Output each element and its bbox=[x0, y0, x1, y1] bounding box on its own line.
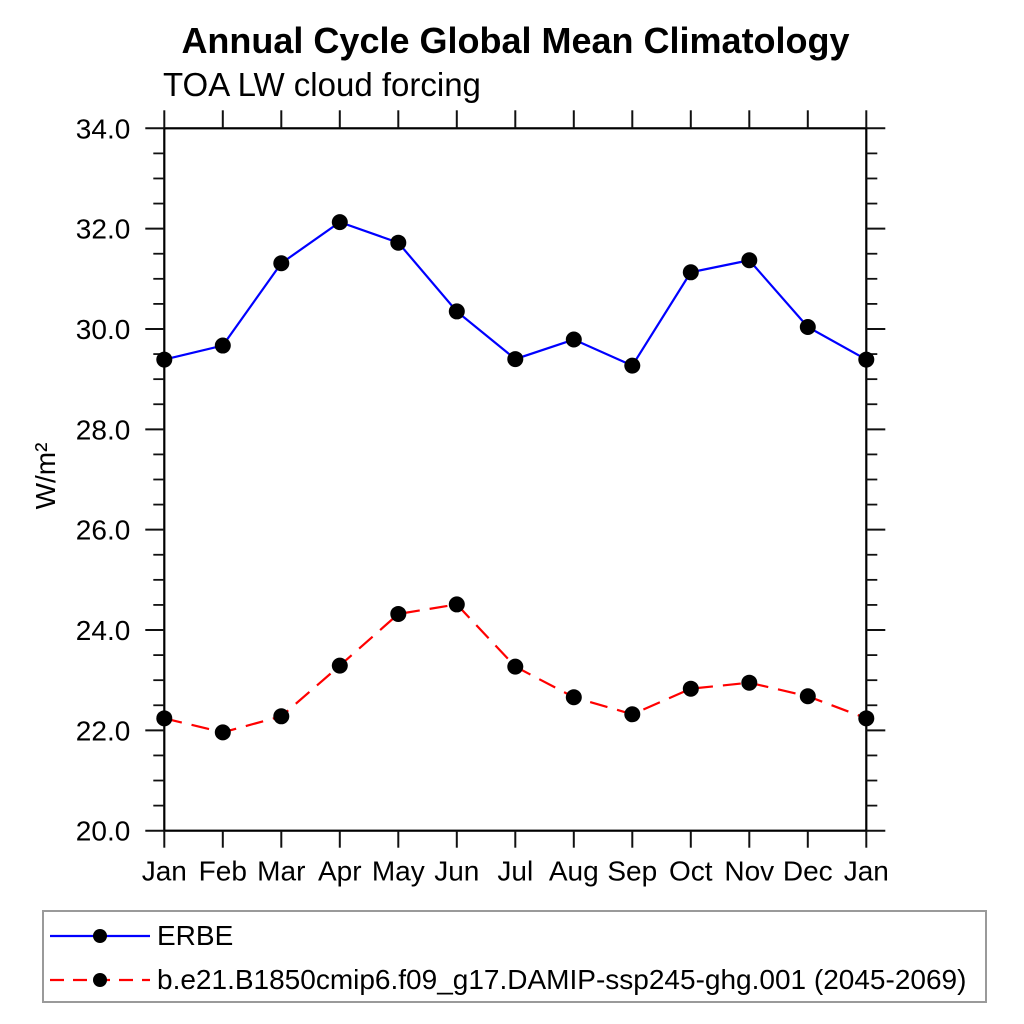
x-tick-label: Oct bbox=[669, 856, 713, 887]
data-point-marker bbox=[156, 351, 173, 368]
data-point-marker bbox=[799, 318, 816, 335]
x-tick-label: May bbox=[372, 856, 425, 887]
data-point-marker bbox=[273, 255, 290, 272]
data-point-marker bbox=[624, 706, 641, 723]
data-point-marker bbox=[214, 724, 231, 741]
x-tick-label: Apr bbox=[318, 856, 362, 887]
x-tick-label: Jan bbox=[844, 856, 889, 887]
chart-subtitle: TOA LW cloud forcing bbox=[163, 66, 481, 103]
data-point-marker bbox=[273, 708, 290, 725]
y-tick-label: 32.0 bbox=[76, 214, 131, 245]
y-tick-label: 34.0 bbox=[76, 113, 131, 144]
data-point-marker bbox=[448, 303, 465, 320]
chart-title: Annual Cycle Global Mean Climatology bbox=[181, 20, 850, 61]
data-point-marker bbox=[624, 357, 641, 374]
legend-swatch-dashed-line bbox=[50, 973, 150, 987]
x-tick-label: Jul bbox=[497, 856, 533, 887]
data-point-marker bbox=[741, 252, 758, 269]
y-tick-label: 20.0 bbox=[76, 816, 131, 847]
x-tick-label: Dec bbox=[783, 856, 833, 887]
legend-label: b.e21.B1850cmip6.f09_g17.DAMIP-ssp245-gh… bbox=[157, 964, 967, 995]
data-point-marker bbox=[331, 657, 348, 674]
legend-marker-dot bbox=[93, 929, 107, 943]
data-point-marker bbox=[448, 596, 465, 613]
data-point-marker bbox=[390, 605, 407, 622]
y-tick-label: 26.0 bbox=[76, 515, 131, 546]
data-point-marker bbox=[858, 351, 875, 368]
x-tick-label: Sep bbox=[607, 856, 657, 887]
data-point-marker bbox=[507, 658, 524, 675]
data-point-marker bbox=[858, 710, 875, 727]
data-point-marker bbox=[565, 331, 582, 348]
legend-entry-0: ERBE bbox=[49, 922, 233, 950]
legend-marker-dot bbox=[93, 973, 107, 987]
data-point-marker bbox=[741, 674, 758, 691]
legend-label: ERBE bbox=[157, 920, 234, 951]
legend-box: ERBE b.e21.B1850cmip6.f09_g17.DAMIP-ssp24… bbox=[42, 910, 987, 1003]
y-tick-label: 28.0 bbox=[76, 414, 131, 445]
legend-swatch-solid-line bbox=[50, 929, 150, 943]
legend-entry-1: b.e21.B1850cmip6.f09_g17.DAMIP-ssp245-gh… bbox=[49, 966, 966, 994]
data-point-marker bbox=[331, 214, 348, 231]
x-tick-label: Aug bbox=[549, 856, 599, 887]
x-tick-label: Jan bbox=[142, 856, 187, 887]
plot-frame bbox=[163, 127, 868, 832]
x-tick-label: Jun bbox=[434, 856, 479, 887]
y-tick-label: 22.0 bbox=[76, 715, 131, 746]
data-point-marker bbox=[682, 264, 699, 281]
x-tick-label: Mar bbox=[257, 856, 305, 887]
series-line-0 bbox=[164, 220, 867, 368]
data-point-marker bbox=[682, 680, 699, 697]
data-point-marker bbox=[799, 688, 816, 705]
y-tick-label: 24.0 bbox=[76, 615, 131, 646]
x-tick-label: Feb bbox=[199, 856, 247, 887]
data-point-marker bbox=[156, 710, 173, 727]
data-point-marker bbox=[214, 337, 231, 354]
data-point-marker bbox=[390, 234, 407, 251]
y-tick-label: 30.0 bbox=[76, 314, 131, 345]
data-point-marker bbox=[507, 351, 524, 368]
data-point-marker bbox=[565, 689, 582, 706]
x-tick-label: Nov bbox=[724, 856, 774, 887]
